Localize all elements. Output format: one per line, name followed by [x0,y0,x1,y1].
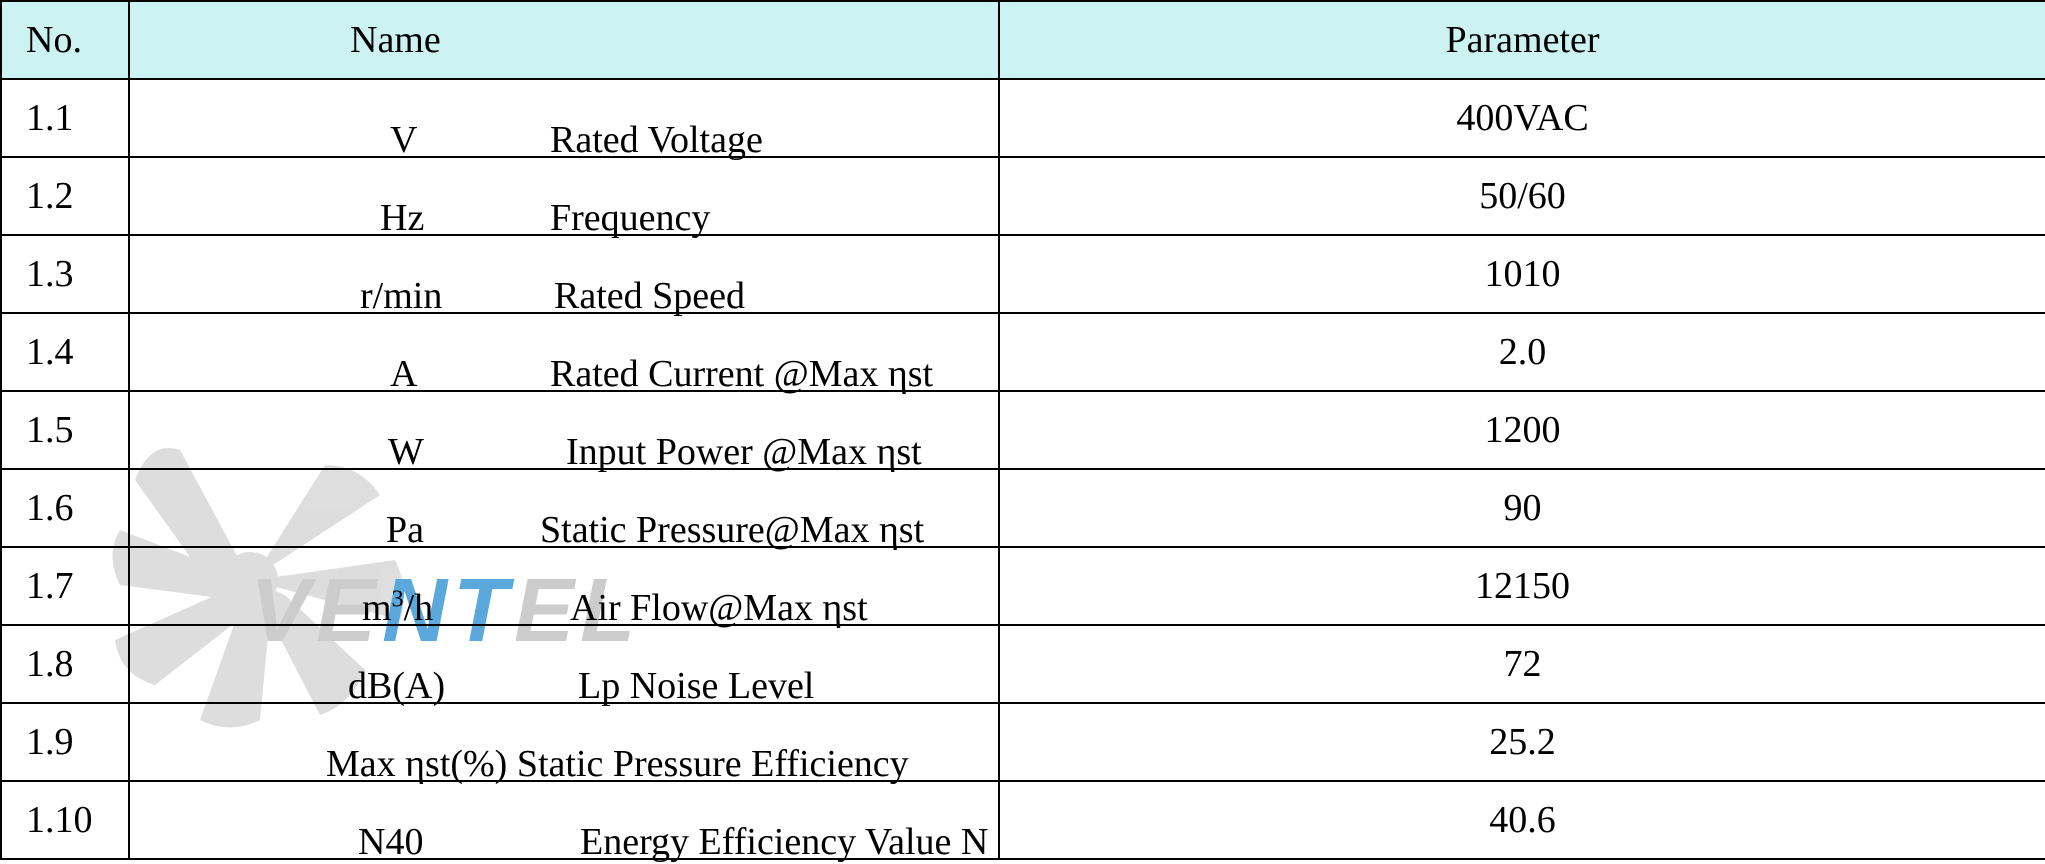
cell-no: 1.4 [1,313,129,391]
spec-label: Frequency [550,196,710,240]
cell-name: HzFrequency [129,157,999,235]
spec-name-combined: Max ηst(%) Static Pressure Efficiency [326,742,909,786]
table-header-row: No. Name Parameter [1,1,2045,79]
cell-no: 1.10 [1,781,129,859]
table-row: 1.10N40Energy Efficiency Value N40.6 [1,781,2045,859]
header-parameter: Parameter [999,1,2045,79]
spec-unit: Hz [380,196,424,240]
spec-table: No. Name Parameter 1.1VRated Voltage400V… [0,0,2045,860]
cell-parameter: 90 [999,469,2045,547]
cell-name: r/minRated Speed [129,235,999,313]
table-row: 1.4ARated Current @Max ηst2.0 [1,313,2045,391]
cell-name: VRated Voltage [129,79,999,157]
spec-unit: W [388,430,424,474]
cell-parameter: 1010 [999,235,2045,313]
spec-label: Energy Efficiency Value N [580,820,988,864]
cell-name: dB(A)Lp Noise Level [129,625,999,703]
cell-parameter: 12150 [999,547,2045,625]
table-row: 1.6PaStatic Pressure@Max ηst90 [1,469,2045,547]
cell-no: 1.5 [1,391,129,469]
spec-unit: V [390,118,417,162]
spec-unit: m3/h [362,586,433,630]
spec-label: Rated Voltage [550,118,763,162]
cell-parameter: 40.6 [999,781,2045,859]
spec-unit: N40 [358,820,423,864]
cell-parameter: 400VAC [999,79,2045,157]
cell-no: 1.2 [1,157,129,235]
cell-name: ARated Current @Max ηst [129,313,999,391]
spec-label: Input Power @Max ηst [566,430,922,474]
cell-name: WInput Power @Max ηst [129,391,999,469]
table-row: 1.1VRated Voltage400VAC [1,79,2045,157]
cell-parameter: 50/60 [999,157,2045,235]
cell-name: N40Energy Efficiency Value N [129,781,999,859]
spec-unit: A [390,352,417,396]
cell-parameter: 1200 [999,391,2045,469]
header-name: Name [129,1,999,79]
spec-label: Static Pressure@Max ηst [540,508,924,552]
cell-no: 1.7 [1,547,129,625]
table-body: 1.1VRated Voltage400VAC1.2HzFrequency50/… [1,79,2045,859]
cell-name: Max ηst(%) Static Pressure Efficiency [129,703,999,781]
spec-label: Rated Speed [554,274,745,318]
cell-parameter: 25.2 [999,703,2045,781]
cell-no: 1.9 [1,703,129,781]
header-no: No. [1,1,129,79]
cell-no: 1.8 [1,625,129,703]
cell-parameter: 2.0 [999,313,2045,391]
spec-label: Air Flow@Max ηst [570,586,868,630]
table-row: 1.9Max ηst(%) Static Pressure Efficiency… [1,703,2045,781]
cell-name: PaStatic Pressure@Max ηst [129,469,999,547]
spec-label: Lp Noise Level [578,664,814,708]
spec-unit: dB(A) [348,664,445,708]
table-row: 1.7m3/hAir Flow@Max ηst12150 [1,547,2045,625]
table-row: 1.3r/minRated Speed1010 [1,235,2045,313]
cell-no: 1.6 [1,469,129,547]
spec-label: Rated Current @Max ηst [550,352,933,396]
spec-unit: Pa [386,508,424,552]
table-row: 1.8dB(A)Lp Noise Level72 [1,625,2045,703]
table-row: 1.5WInput Power @Max ηst1200 [1,391,2045,469]
cell-no: 1.3 [1,235,129,313]
cell-no: 1.1 [1,79,129,157]
cell-parameter: 72 [999,625,2045,703]
table-row: 1.2HzFrequency50/60 [1,157,2045,235]
spec-unit: r/min [360,274,442,318]
cell-name: m3/hAir Flow@Max ηst [129,547,999,625]
